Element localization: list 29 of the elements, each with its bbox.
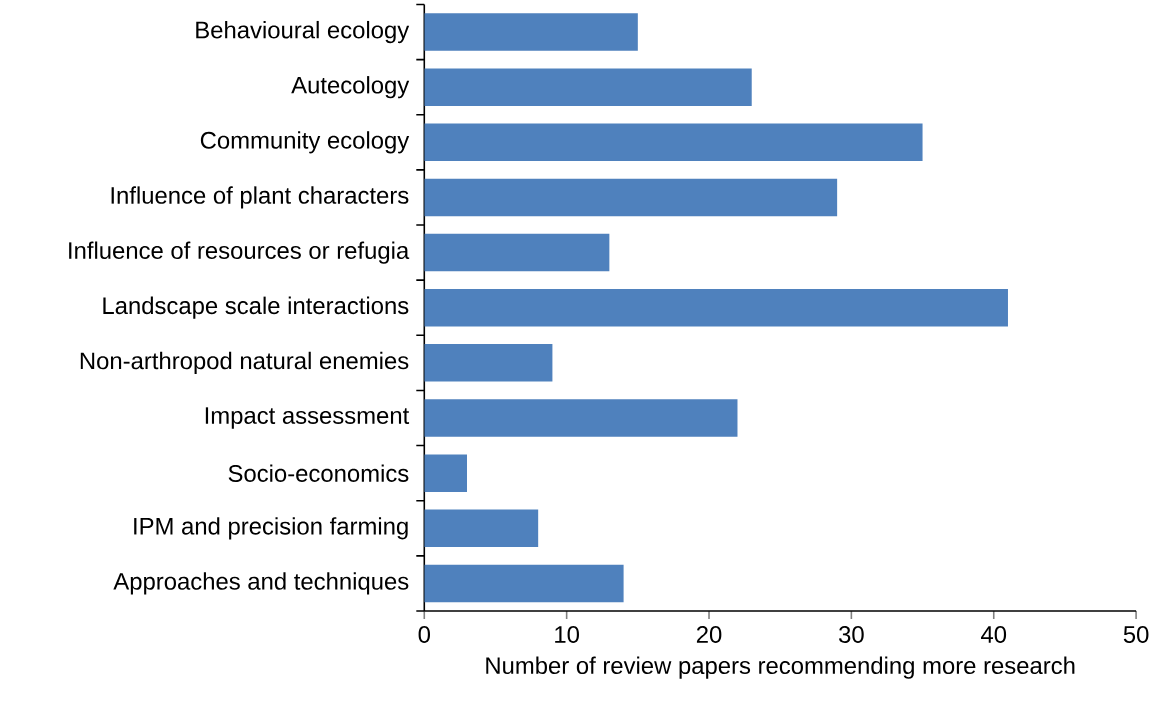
y-tick-label: Impact assessment [205,407,410,429]
y-tick-label: Behavioural ecology [196,21,410,44]
x-tick-label: 0 [418,626,431,643]
x-tick-label: 40 [981,626,1007,643]
x-tick-label: 30 [839,626,864,643]
bar [424,344,553,382]
bar [424,454,467,492]
y-tick-label: Approaches and techniques [113,572,409,595]
bar [424,564,624,603]
x-axis-title: Number of review papers recommending more research [486,656,1075,679]
y-tick-label: Non-arthropod natural enemies [80,351,409,375]
bar [424,68,752,107]
x-tick-label: 10 [555,626,579,643]
bar [424,123,923,162]
bar [424,289,1008,327]
y-tick-label: Influence of resources or refugia [69,241,410,264]
y-tick-label: Influence of plant characters [111,186,409,209]
bar [424,233,610,272]
bar [424,13,638,51]
x-tick-label: 20 [696,626,722,643]
y-tick-label: Socio-economics [228,464,409,482]
y-tick-label: Community ecology [200,131,410,154]
bar [424,399,738,437]
bar [424,178,838,217]
y-tick-label: Landscape scale interactions [103,296,409,319]
y-tick-label: Autecology [291,76,410,99]
y-tick-label: IPM and precision farming [134,517,408,540]
bar [424,509,539,548]
x-tick-label: 50 [1123,626,1149,643]
